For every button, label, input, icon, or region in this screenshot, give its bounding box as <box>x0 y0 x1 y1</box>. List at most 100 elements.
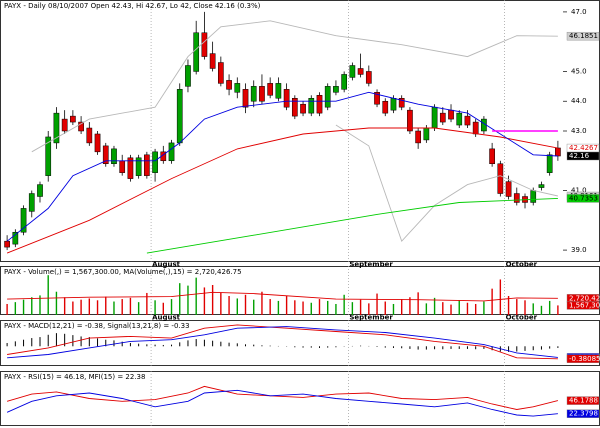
candle-body <box>86 127 93 144</box>
candle-body <box>226 80 232 90</box>
candle-body <box>176 89 183 144</box>
candle-body <box>37 184 43 197</box>
month-label: October <box>506 314 538 322</box>
candle-body <box>78 121 84 132</box>
value-box-label: 42.16 <box>569 152 590 160</box>
candle-body <box>489 148 495 164</box>
month-label: October <box>506 261 538 269</box>
candle-body <box>144 154 150 176</box>
candle-body <box>530 190 537 203</box>
candle-body <box>152 151 158 173</box>
candle-body <box>316 95 323 114</box>
panel-title: PAYX - RSI(15) = 46.18, MFI(15) = 22.38 <box>4 373 145 381</box>
candle-body <box>61 118 68 132</box>
candle-body <box>111 148 117 164</box>
candle-body <box>135 157 142 176</box>
candle-body <box>415 130 421 144</box>
candle-body <box>119 160 126 173</box>
indicator-line <box>7 326 558 359</box>
indicator-line <box>31 20 558 153</box>
candle-body <box>341 74 348 90</box>
candle-body <box>127 157 134 179</box>
candle-body <box>234 83 241 93</box>
candle-body <box>193 32 200 72</box>
candle-body <box>53 112 60 144</box>
candle-body <box>407 109 413 132</box>
candle-body <box>70 115 76 123</box>
value-box-label: 2,720,427 <box>569 294 600 302</box>
candle-body <box>201 32 208 57</box>
candle-body <box>357 68 364 75</box>
y-tick-label: 44.0 <box>571 97 587 105</box>
indicator-line <box>7 324 558 360</box>
candle-body <box>398 98 405 108</box>
candle-body <box>538 184 545 188</box>
candle-body <box>45 136 52 176</box>
candle-body <box>185 65 191 87</box>
candle-body <box>324 86 331 108</box>
candle-body <box>555 147 561 157</box>
month-label: August <box>152 314 181 322</box>
candle-body <box>308 98 315 114</box>
value-box-label: -0.38085 <box>569 355 600 363</box>
candle-body <box>94 133 101 153</box>
candle-body <box>168 142 175 162</box>
month-label: September <box>349 314 393 322</box>
candle-body <box>259 86 265 102</box>
candle-body <box>472 121 479 135</box>
candle-body <box>448 109 454 120</box>
value-box <box>566 396 600 405</box>
candle-body <box>382 100 389 114</box>
candle-body <box>513 193 520 203</box>
candle-body <box>250 86 257 102</box>
candle-body <box>20 208 27 233</box>
value-box-label: 40.7353 <box>569 194 598 202</box>
candle-body <box>546 154 553 173</box>
candle-body <box>349 65 356 78</box>
y-tick-label: 43.0 <box>571 127 587 135</box>
candle-body <box>374 92 380 105</box>
indicator-line <box>6 385 559 410</box>
value-box <box>566 301 600 310</box>
value-box <box>566 194 600 203</box>
candle-body <box>283 89 290 108</box>
value-box <box>566 151 600 161</box>
candle-body <box>431 106 438 129</box>
indicator-line <box>6 389 558 417</box>
candle-body <box>28 193 35 212</box>
y-tick-label: 41.0 <box>571 187 587 195</box>
candle-body <box>102 145 109 165</box>
y-tick-label: 39.0 <box>571 246 587 254</box>
candle-body <box>456 112 463 126</box>
panel-title: PAYX - Volume(,) = 1,567,300.00, MA(Volu… <box>4 268 242 276</box>
candle-body <box>291 98 298 117</box>
indicator-line <box>335 124 558 243</box>
candle-body <box>464 115 471 126</box>
y-tick-label: 47.0 <box>571 8 587 16</box>
panel-title: PAYX - Daily 08/10/2007 Open 42.43, Hi 4… <box>4 2 261 10</box>
candle-body <box>365 71 372 84</box>
candle-body <box>217 62 224 84</box>
candle-body <box>4 240 10 248</box>
candle-body <box>423 127 430 141</box>
indicator-line <box>6 91 558 242</box>
candle-body <box>439 112 446 123</box>
candle-body <box>209 53 216 69</box>
panel-title: PAYX - MACD(12,21) = -0.38, Signal(13,21… <box>4 322 190 330</box>
value-box-label: 42.4267 <box>569 144 598 152</box>
indicator-line <box>7 291 558 302</box>
value-box-label: 1,567,300 <box>569 301 600 309</box>
value-box <box>566 354 600 363</box>
candle-body <box>505 181 512 197</box>
candle-body <box>300 103 306 114</box>
candle-body <box>12 231 19 245</box>
indicator-line <box>6 127 558 254</box>
y-tick-label: 45.0 <box>571 67 587 75</box>
indicator-line <box>146 197 558 254</box>
candle-body <box>497 163 504 194</box>
candle-body <box>275 83 282 99</box>
candle-body <box>390 98 397 111</box>
month-label: September <box>349 261 393 269</box>
